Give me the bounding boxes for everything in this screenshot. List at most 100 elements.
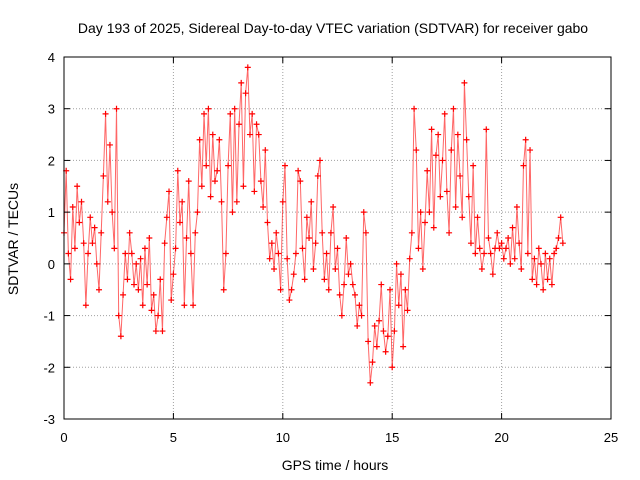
data-point — [518, 266, 525, 273]
data-point — [437, 193, 444, 200]
data-point — [303, 214, 310, 221]
data-point — [308, 198, 315, 205]
data-point — [516, 240, 523, 247]
data-point — [271, 266, 278, 273]
data-point — [231, 105, 238, 112]
data-point — [513, 203, 520, 210]
y-tick-label: 1 — [48, 205, 55, 220]
data-point — [485, 235, 492, 241]
data-point — [67, 276, 74, 283]
data-point — [229, 209, 236, 216]
data-point — [284, 255, 291, 262]
data-point — [310, 266, 317, 273]
data-point — [533, 281, 540, 288]
data-point — [367, 379, 374, 386]
y-tick-label: 2 — [48, 153, 55, 168]
data-point — [139, 302, 146, 309]
x-tick-label: 10 — [276, 430, 290, 445]
data-point — [87, 214, 94, 221]
data-point — [203, 162, 210, 169]
data-point — [354, 322, 361, 329]
data-point — [170, 271, 177, 278]
data-point — [76, 219, 83, 226]
data-point — [507, 260, 514, 267]
data-point — [546, 255, 553, 262]
data-point — [290, 271, 297, 278]
data-point — [465, 193, 472, 200]
data-point — [211, 178, 218, 185]
data-point — [198, 183, 205, 190]
data-point — [288, 286, 295, 293]
data-point — [426, 209, 433, 216]
data-point — [334, 245, 341, 252]
data-point — [461, 79, 468, 86]
data-point — [220, 286, 227, 293]
data-point — [120, 291, 127, 298]
x-axis-label: GPS time / hours — [282, 457, 389, 473]
data-point — [166, 188, 173, 195]
data-point — [181, 302, 188, 309]
data-point — [463, 136, 470, 143]
data-point — [174, 167, 181, 174]
data-point — [441, 110, 448, 117]
y-tick-label: 0 — [48, 257, 55, 272]
data-point — [316, 157, 323, 164]
data-point — [395, 302, 402, 309]
data-point — [277, 286, 284, 293]
data-point — [238, 79, 245, 86]
data-point — [349, 281, 356, 288]
data-point — [454, 131, 461, 138]
y-tick-label: 3 — [48, 102, 55, 117]
data-point — [535, 245, 542, 252]
data-point — [216, 136, 223, 143]
data-point — [266, 255, 273, 262]
data-point — [502, 245, 509, 252]
data-point — [168, 297, 175, 304]
data-point — [106, 141, 113, 148]
data-point — [450, 105, 457, 112]
y-tick-label: -3 — [43, 412, 55, 427]
data-point — [509, 224, 516, 231]
data-point — [537, 260, 544, 267]
data-point — [448, 147, 455, 154]
data-point — [194, 209, 201, 216]
data-point — [233, 198, 240, 205]
data-point — [93, 260, 100, 267]
data-point — [360, 209, 367, 216]
data-point — [338, 312, 345, 319]
data-point — [91, 224, 98, 231]
data-point — [109, 209, 116, 216]
data-point — [257, 178, 264, 185]
data-point — [422, 219, 429, 226]
data-point — [467, 240, 474, 247]
data-point — [505, 235, 512, 241]
data-point — [286, 297, 293, 304]
data-point — [301, 276, 308, 283]
data-point — [275, 250, 282, 257]
data-point — [559, 240, 566, 247]
data-point — [487, 250, 494, 257]
data-point — [489, 271, 496, 278]
data-point — [551, 250, 558, 257]
data-point — [135, 286, 142, 293]
data-point — [249, 110, 256, 117]
plot-frame — [63, 56, 612, 420]
data-point — [161, 240, 168, 247]
data-point — [555, 235, 562, 241]
data-point — [117, 333, 124, 340]
data-point — [529, 276, 536, 283]
data-point — [411, 105, 418, 112]
y-tick-label: 4 — [48, 50, 55, 65]
data-point — [498, 240, 505, 247]
data-point — [227, 110, 234, 117]
data-point — [457, 172, 464, 179]
data-point — [496, 245, 503, 252]
data-point — [246, 131, 253, 138]
data-point — [345, 271, 352, 278]
data-point — [319, 229, 326, 236]
data-point — [476, 245, 483, 252]
data-point — [163, 214, 170, 221]
data-point — [133, 260, 140, 267]
data-point — [292, 250, 299, 257]
